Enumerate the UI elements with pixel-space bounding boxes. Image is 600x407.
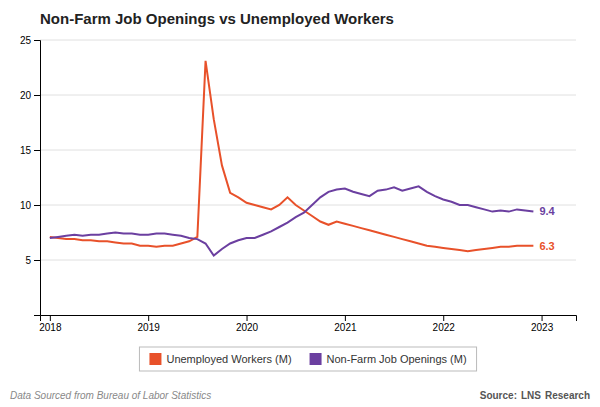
legend-swatch xyxy=(310,353,322,365)
tick: 2019 xyxy=(138,315,161,333)
grid xyxy=(40,40,576,260)
tick-mark xyxy=(34,95,40,96)
tick: 2020 xyxy=(236,315,259,333)
tick-label: 2023 xyxy=(531,322,554,333)
legend-swatch xyxy=(149,353,161,365)
tick-label: 10 xyxy=(20,200,32,211)
credit-text: LNS xyxy=(521,390,541,401)
tick-mark xyxy=(247,315,248,321)
credit-text: Research xyxy=(545,390,590,401)
tick: 15 xyxy=(20,145,40,156)
tick-mark xyxy=(34,260,40,261)
legend-label: Unemployed Workers (M) xyxy=(166,353,291,365)
tick-label: 2019 xyxy=(138,322,161,333)
grid-line xyxy=(40,150,576,151)
tick-label: 5 xyxy=(25,255,31,266)
tick: 2023 xyxy=(531,315,554,333)
plot-area: 2018 2019 2020 2021 2022 2023 5 10 15 20 25 6.3 9.4 xyxy=(20,35,577,333)
tick: 20 xyxy=(20,90,40,101)
grid-line xyxy=(40,40,576,41)
title: Non-Farm Job Openings vs Unemployed Work… xyxy=(40,10,394,27)
grid-line xyxy=(40,95,576,96)
grid-line xyxy=(40,260,576,261)
axis-line xyxy=(34,41,41,316)
tick: 10 xyxy=(20,200,40,211)
tick-label: 2020 xyxy=(236,322,259,333)
grid-line xyxy=(40,205,576,206)
tick-label: 2018 xyxy=(39,322,62,333)
y-axis: 5 10 15 20 25 xyxy=(20,35,41,316)
source-note: Data Sourced from Bureau of Labor Statis… xyxy=(10,390,211,401)
tick-mark xyxy=(542,315,543,321)
tick: 2022 xyxy=(433,315,456,333)
tick: 2018 xyxy=(39,315,62,333)
tick-label: 2021 xyxy=(334,322,357,333)
x-axis: 2018 2019 2020 2021 2022 2023 xyxy=(39,315,576,333)
tick: 25 xyxy=(20,35,40,46)
lines xyxy=(50,61,534,256)
tick-mark xyxy=(34,40,40,41)
tick-mark xyxy=(50,315,51,321)
tick-mark xyxy=(345,315,346,321)
tick: 5 xyxy=(25,255,40,266)
series-line xyxy=(50,61,534,251)
tick-mark xyxy=(443,315,444,321)
legend-box xyxy=(139,347,476,371)
legend: Unemployed Workers (M) Non-Farm Job Openi… xyxy=(139,347,476,371)
legend-label: Non-Farm Job Openings (M) xyxy=(327,353,467,365)
tick-mark xyxy=(34,150,40,151)
tick-label: 20 xyxy=(20,90,32,101)
series-line xyxy=(50,186,534,255)
axis-line xyxy=(41,316,577,322)
tick-label: 25 xyxy=(20,35,32,46)
credit-text: Source: xyxy=(480,390,517,401)
end-label: 6.3 xyxy=(539,240,554,252)
tick-label: 2022 xyxy=(433,322,456,333)
legend-item: Unemployed Workers (M) xyxy=(149,353,291,365)
end-label: 9.4 xyxy=(539,205,555,217)
tick-mark xyxy=(148,315,149,321)
tick: 2021 xyxy=(334,315,357,333)
tick-label: 15 xyxy=(20,145,32,156)
legend-item: Non-Farm Job Openings (M) xyxy=(310,353,467,365)
chart: Non-Farm Job Openings vs Unemployed Work… xyxy=(0,0,600,407)
credit: Source: LNS Research xyxy=(480,390,590,401)
tick-mark xyxy=(34,205,40,206)
